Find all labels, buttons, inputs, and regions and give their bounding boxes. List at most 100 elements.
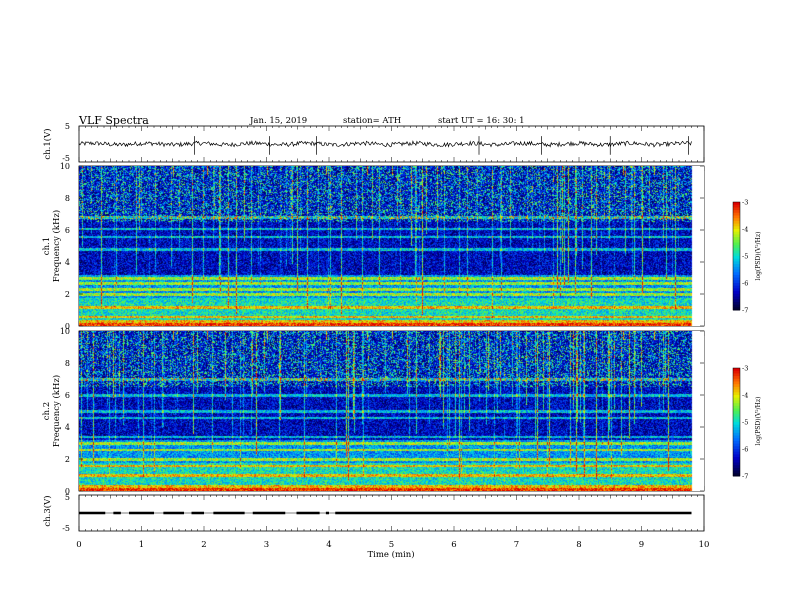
x-tick-label: 1: [139, 540, 144, 550]
colorbar-swatch: [733, 459, 740, 463]
x-tick-label: 5: [389, 540, 394, 550]
colorbar-tick-label: -3: [742, 365, 748, 373]
colorbar-swatch: [733, 234, 740, 238]
colorbar-swatch: [733, 467, 740, 472]
colorbar-swatch: [733, 237, 740, 241]
colorbar-swatch: [733, 422, 740, 426]
freq-tick-label: 6: [65, 226, 70, 235]
colorbar-swatch: [733, 400, 740, 404]
colorbar-swatch: [733, 239, 740, 243]
colorbar-swatch: [733, 258, 740, 262]
colorbar-swatch: [733, 435, 740, 439]
colorbar-swatch: [733, 457, 740, 461]
colorbar-swatch: [733, 288, 740, 292]
ch3-pulse-segment: [163, 511, 184, 515]
freq-tick-label: 8: [65, 194, 70, 203]
ch3-pulse-segment: [79, 511, 106, 515]
colorbar-swatch: [733, 266, 740, 270]
freq-tick-label: 8: [65, 359, 70, 368]
colorbar-swatch: [733, 207, 740, 211]
colorbar-swatch: [733, 274, 740, 279]
freq-tick-label: 4: [65, 258, 70, 267]
ch1-waveform-panel: ch.1(V) 5 -5: [42, 122, 692, 163]
colorbar-tick-label: -6: [742, 446, 748, 454]
ch1-spec-ytick-labels: 0 2 4 6 8 10: [60, 162, 704, 331]
colorbar-swatch: [733, 264, 740, 268]
x-tick-label: 8: [576, 540, 581, 550]
ch2-spectrogram-panel: ch.2 Frequency (kHz) 0 2 4 6 8 10: [42, 327, 704, 496]
colorbar-swatch: [733, 280, 740, 284]
ch3-pulse-segment: [129, 511, 154, 515]
colorbar-swatch: [733, 253, 740, 257]
colorbar-swatch: [733, 376, 740, 380]
ch3-ylabel: ch.3(V): [42, 495, 53, 526]
freq-tick-label: 0: [65, 322, 70, 331]
ch1-ytick-bottom: -5: [62, 154, 70, 163]
ch2-spec-ylabel: ch.2: [42, 402, 52, 420]
colorbar-tick-label: -3: [742, 199, 748, 207]
colorbar-swatch: [733, 408, 740, 412]
figure-title: VLF Spectra: [78, 114, 149, 127]
colorbar-swatch: [733, 411, 740, 415]
colorbar-swatch: [733, 403, 740, 407]
ch3-waveform-panel: ch.3(V) 5 -5: [42, 493, 692, 533]
colorbar-swatch: [733, 465, 740, 469]
colorbar-swatch: [733, 449, 740, 453]
ch2-colorbar-label: log(PSD)(V²/Hz): [755, 397, 762, 446]
ch3-pulse-segment: [213, 511, 245, 515]
colorbar-swatch: [733, 446, 740, 450]
ch2-spectrogram-image: [79, 331, 704, 491]
colorbar-swatch: [733, 231, 740, 235]
ch1-colorbar-label: log(PSD)(V²/Hz): [755, 232, 762, 281]
colorbar-swatch: [733, 370, 740, 374]
x-tick-label: 4: [326, 540, 331, 550]
colorbar-swatch: [733, 427, 740, 431]
start-time-label: start UT = 16: 30: 1: [438, 116, 525, 126]
colorbar-swatch: [733, 247, 740, 252]
freq-tick-label: 10: [60, 162, 70, 171]
colorbar-frame: [732, 367, 741, 477]
colorbar-swatch: [733, 397, 740, 401]
colorbar-swatch: [733, 416, 740, 420]
colorbar-swatch: [733, 220, 740, 225]
colorbar-tick-label: -7: [742, 307, 748, 315]
colorbar-swatch: [733, 261, 740, 265]
time-axis: Time (min) 0 1 2 3 4 5 6 7 8 9 10: [76, 540, 709, 560]
colorbar-swatch: [733, 405, 740, 409]
freq-tick-label: 10: [60, 327, 70, 336]
colorbar-swatch: [733, 283, 740, 287]
ch3-pulse-segment: [296, 511, 320, 515]
colorbar-swatch: [733, 226, 740, 230]
freq-tick-label: 6: [65, 391, 70, 400]
ch3-pulse-segment: [325, 511, 329, 515]
colorbar-swatch: [733, 473, 740, 477]
colorbar-swatch: [733, 381, 740, 385]
date-label: Jan. 15, 2019: [249, 116, 307, 126]
colorbar-swatch: [733, 454, 740, 458]
colorbar-swatch: [733, 204, 740, 208]
x-tick-label: 7: [514, 540, 519, 550]
x-axis-label: Time (min): [367, 549, 414, 560]
x-tick-label: 2: [201, 540, 206, 550]
ch3-pulse-segment: [335, 511, 692, 515]
colorbar-tick-label: -6: [742, 280, 748, 288]
colorbar-swatch: [733, 424, 740, 428]
freq-tick-label: 0: [65, 487, 70, 496]
colorbar-swatch: [733, 430, 740, 434]
colorbar-swatch: [733, 307, 740, 311]
colorbar-swatch: [733, 242, 740, 246]
x-tick-label: 0: [76, 540, 81, 550]
colorbar-swatch: [733, 438, 740, 442]
x-tick-label: 9: [639, 540, 644, 550]
ch3-ytick-bottom: -5: [62, 524, 70, 533]
colorbar-swatch: [733, 229, 740, 233]
colorbar-swatch: [733, 389, 740, 393]
freq-tick-label: 2: [65, 290, 70, 299]
colorbar-swatch: [733, 269, 740, 273]
ch1-ylabel: ch.1(V): [42, 128, 53, 159]
ch2-spec-ytick-labels: 0 2 4 6 8 10: [60, 327, 704, 496]
colorbar-swatch: [733, 301, 740, 306]
colorbar-swatch: [733, 212, 740, 216]
x-tick-label: 6: [451, 540, 456, 550]
colorbar-swatch: [733, 386, 740, 391]
